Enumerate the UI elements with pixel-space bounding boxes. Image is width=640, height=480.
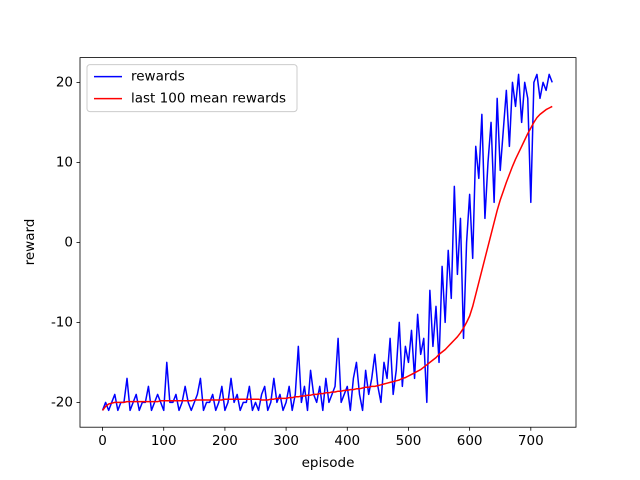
x-tick-label: 200 (212, 433, 238, 449)
x-tick-label: 400 (334, 433, 360, 449)
series-line (101, 73, 553, 412)
plot-frame (79, 57, 577, 428)
y-tick-label: -10 (51, 314, 73, 330)
legend-label: last 100 mean rewards (131, 91, 286, 107)
legend-label: rewards (131, 69, 185, 85)
series-line (101, 105, 553, 411)
y-tick-label: -20 (51, 394, 73, 410)
y-tick-label: 10 (56, 154, 73, 170)
x-tick-label: 300 (273, 433, 299, 449)
y-tick-label: 20 (56, 74, 73, 90)
x-axis-label: episode (302, 455, 355, 471)
x-tick-label: 700 (518, 433, 544, 449)
x-tick-label: 100 (151, 433, 177, 449)
legend-box (86, 64, 298, 113)
x-tick-label: 600 (457, 433, 483, 449)
x-tick-label: 0 (98, 433, 107, 449)
y-axis-label: reward (22, 219, 38, 266)
x-tick-label: 500 (396, 433, 422, 449)
y-tick-label: 0 (64, 234, 73, 250)
